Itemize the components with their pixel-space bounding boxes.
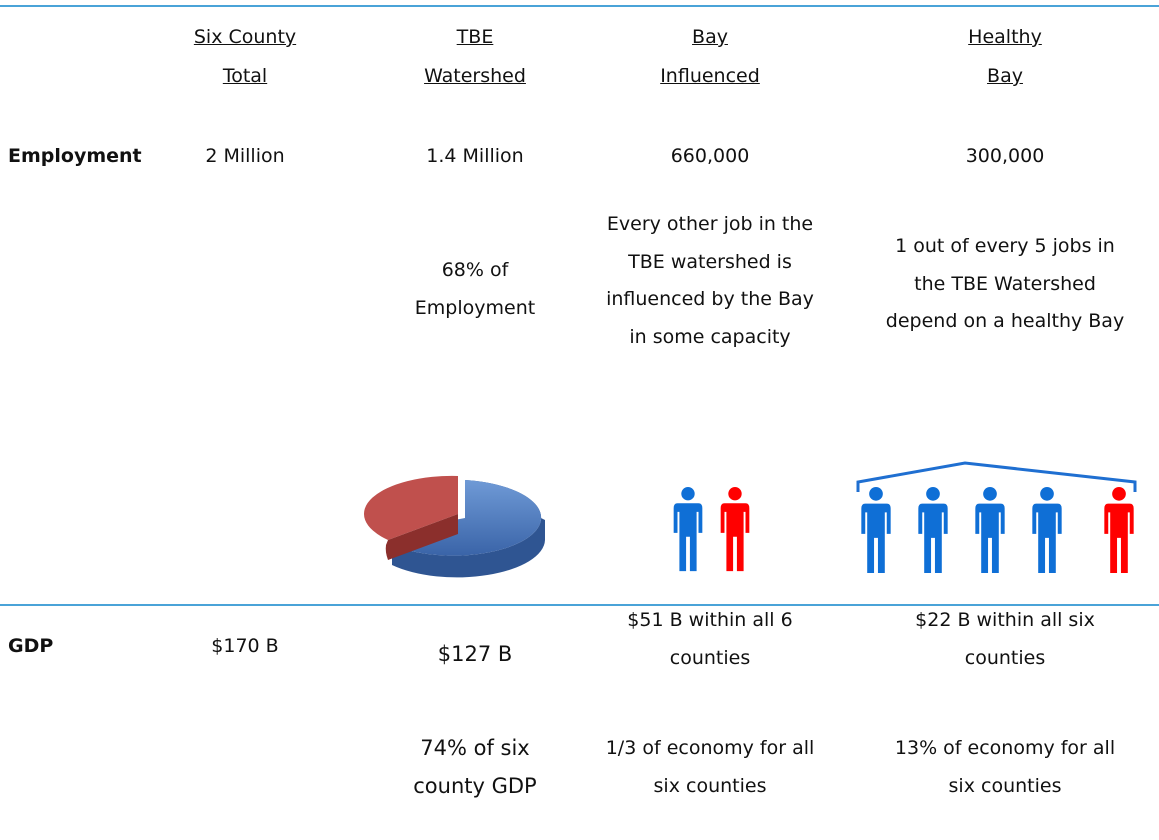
cell: $22 B within all six xyxy=(915,609,1095,631)
note: influenced by the Bay xyxy=(606,288,814,310)
bay-influenced-people xyxy=(673,487,750,572)
column-header: Bay xyxy=(692,26,728,48)
cell: $51 B within all 6 xyxy=(627,609,793,631)
note: TBE watershed is xyxy=(628,250,792,273)
column-header: Healthy xyxy=(968,26,1042,48)
column-header: Total xyxy=(222,65,268,87)
cell: 300,000 xyxy=(965,145,1045,167)
cell: 1.4 Million xyxy=(426,145,524,167)
note: 1 out of every 5 jobs in xyxy=(895,235,1115,257)
row-label: GDP xyxy=(8,635,54,657)
cell: counties xyxy=(964,647,1046,669)
note: county GDP xyxy=(413,774,537,798)
healthy-bay-people xyxy=(856,461,1137,574)
note: six counties xyxy=(653,775,767,797)
note: 74% of six xyxy=(420,736,530,760)
pie-illustration xyxy=(363,475,545,578)
note: 13% of economy for all xyxy=(894,737,1116,759)
note: depend on a healthy Bay xyxy=(885,310,1125,332)
row-separator xyxy=(0,604,1159,606)
note: 68% of xyxy=(441,259,509,281)
cell: 660,000 xyxy=(670,145,750,167)
cell: 2 Million xyxy=(205,145,285,167)
column-header: Six County xyxy=(193,26,297,48)
column-header: Bay xyxy=(987,65,1023,87)
note: 1/3 of economy for all xyxy=(605,737,815,759)
row-label: Employment xyxy=(8,145,142,167)
column-header: Influenced xyxy=(660,65,760,87)
note: the TBE Watershed xyxy=(914,272,1096,295)
column-header: TBE xyxy=(456,26,494,48)
top-rule xyxy=(0,5,1159,7)
note: in some capacity xyxy=(629,325,791,348)
cell: $170 B xyxy=(211,635,279,657)
note: Employment xyxy=(414,296,536,319)
note: Every other job in the xyxy=(606,213,814,235)
column-header: Watershed xyxy=(424,65,526,87)
note: six counties xyxy=(948,775,1062,797)
cell: $127 B xyxy=(437,642,513,666)
cell: counties xyxy=(669,647,751,669)
